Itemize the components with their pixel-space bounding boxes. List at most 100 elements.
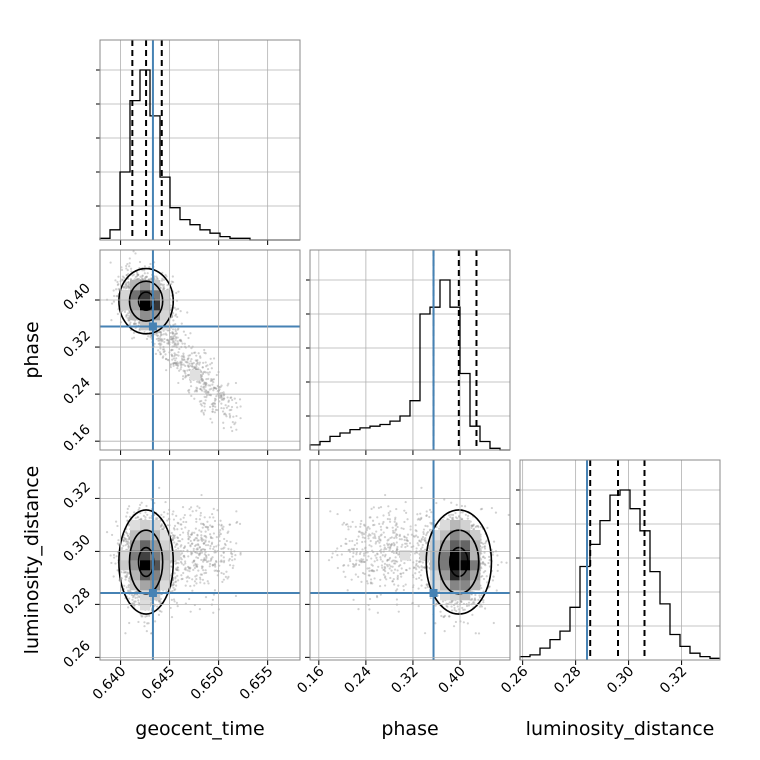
sample-point <box>158 609 162 613</box>
sample-point <box>144 275 147 279</box>
sample-point <box>204 382 207 385</box>
sample-point <box>162 287 165 290</box>
sample-point <box>174 361 177 364</box>
sample-point <box>203 559 206 562</box>
sample-point <box>169 363 173 366</box>
sample-point <box>116 280 119 284</box>
sample-point <box>199 511 202 515</box>
sample-point <box>233 397 236 400</box>
sample-point <box>174 314 177 317</box>
sample-point <box>203 381 206 384</box>
sample-point <box>238 398 242 401</box>
sample-point <box>178 339 182 342</box>
sample-point <box>205 556 208 559</box>
sample-point <box>132 594 135 597</box>
sample-point <box>182 330 186 333</box>
sample-point <box>112 294 116 298</box>
sample-point <box>198 552 202 555</box>
sample-point <box>201 547 205 551</box>
sample-point <box>137 321 140 324</box>
sample-point <box>124 576 127 579</box>
sample-point <box>202 411 205 414</box>
sample-point <box>161 284 164 287</box>
sample-point <box>238 522 242 525</box>
sample-point <box>186 357 189 360</box>
sample-point <box>192 367 196 370</box>
sample-point <box>211 525 214 528</box>
sample-point <box>195 517 198 521</box>
sample-point <box>211 525 214 528</box>
contour-level-3 <box>118 267 175 335</box>
sample-point <box>207 391 210 394</box>
sample-point <box>224 404 227 407</box>
sample-point <box>145 275 148 278</box>
sample-point <box>183 556 186 559</box>
sample-point <box>172 538 175 541</box>
sample-point <box>126 312 129 315</box>
sample-point <box>187 345 191 348</box>
sample-point <box>125 538 128 541</box>
sample-point <box>235 428 238 431</box>
sample-point <box>188 536 192 539</box>
sample-point <box>231 559 234 562</box>
sample-point <box>114 279 117 282</box>
sample-point <box>203 409 207 412</box>
sample-point <box>213 386 216 390</box>
sample-point <box>212 593 216 596</box>
sample-point <box>160 283 163 286</box>
sample-point <box>180 523 183 526</box>
sample-point <box>155 332 158 335</box>
sample-point <box>137 620 140 624</box>
sample-point <box>200 530 203 533</box>
density-cell <box>120 290 131 301</box>
sample-point <box>201 578 205 581</box>
sample-point <box>211 421 214 424</box>
sample-point <box>158 351 162 354</box>
sample-point <box>213 397 217 400</box>
sample-point <box>190 352 194 355</box>
density-cell <box>140 310 151 321</box>
sample-point <box>127 586 131 589</box>
sample-point <box>199 552 202 555</box>
sample-point <box>123 571 127 574</box>
sample-point <box>230 548 233 551</box>
sample-point <box>174 580 177 584</box>
sample-point <box>160 601 163 604</box>
sample-point <box>187 357 190 360</box>
sample-point <box>182 352 185 355</box>
sample-point <box>213 519 217 523</box>
sample-point <box>201 379 205 382</box>
sample-point <box>122 540 125 543</box>
sample-point <box>183 568 186 571</box>
sample-point <box>177 561 180 565</box>
density-cell <box>130 290 141 301</box>
sample-point <box>160 524 163 527</box>
sample-point <box>199 573 202 576</box>
sample-point <box>127 538 130 541</box>
sample-point <box>125 286 128 289</box>
sample-point <box>193 584 196 587</box>
sample-point <box>124 284 128 287</box>
sample-point <box>200 548 203 552</box>
sample-point <box>220 560 223 563</box>
sample-point <box>160 333 163 336</box>
sample-point <box>182 363 185 366</box>
sample-point <box>223 546 226 549</box>
sample-point <box>180 365 183 369</box>
sample-point <box>177 307 180 310</box>
sample-point <box>155 517 158 520</box>
sample-point <box>190 358 193 361</box>
sample-point <box>161 356 164 359</box>
sample-point <box>182 358 185 361</box>
sample-point <box>171 536 175 539</box>
sample-point <box>211 408 214 411</box>
sample-point <box>128 621 131 625</box>
sample-point <box>162 283 166 286</box>
sample-point <box>200 371 203 374</box>
sample-point <box>229 396 232 399</box>
sample-point <box>184 374 187 377</box>
sample-point <box>205 560 209 564</box>
sample-point <box>203 405 206 408</box>
sample-point <box>213 399 217 402</box>
sample-point <box>124 544 127 547</box>
